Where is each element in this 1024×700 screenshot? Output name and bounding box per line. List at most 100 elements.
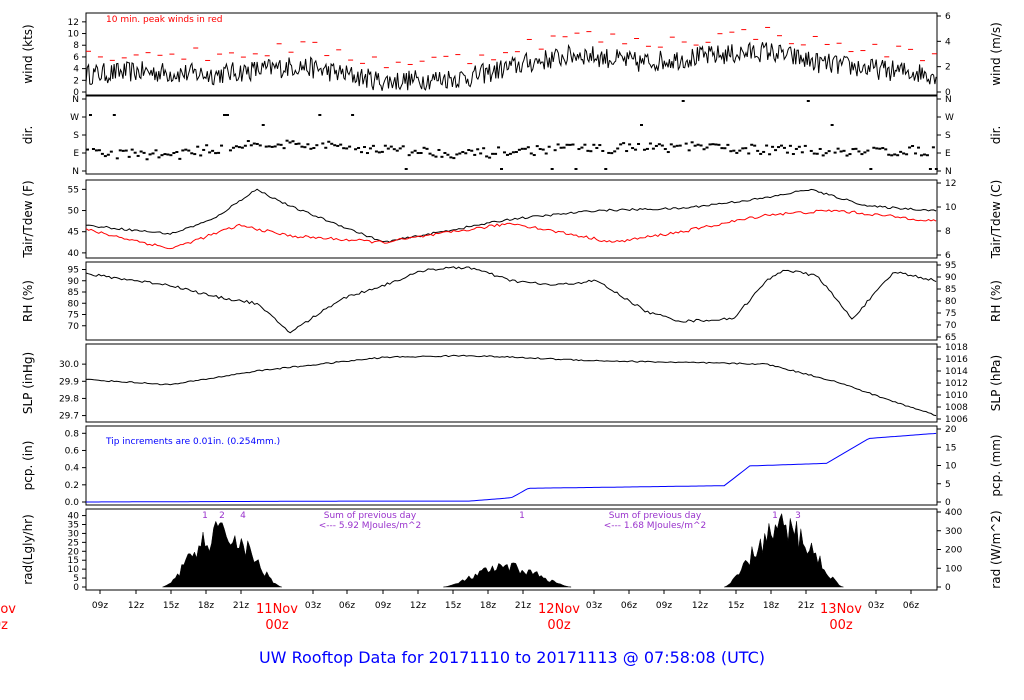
panel-frame-rh <box>85 261 938 341</box>
dir-point <box>255 142 259 145</box>
dir-point <box>669 143 673 146</box>
x-tick-label: 18z <box>198 601 214 611</box>
left-tick-label: 30 <box>68 529 80 539</box>
dir-point <box>875 147 879 150</box>
left-tick-label: 10 <box>68 565 80 575</box>
dir-point <box>526 146 530 149</box>
dir-point <box>303 146 307 149</box>
dir-point <box>261 124 265 126</box>
dir-point <box>237 146 241 149</box>
dir-point <box>884 148 888 151</box>
left-tick-label: W <box>70 113 79 123</box>
left-tick-label: 70 <box>68 322 80 332</box>
x-tick-label: 09z <box>375 601 391 611</box>
ylabel-left-slp: SLP (inHg) <box>21 352 35 414</box>
dir-point <box>473 153 477 156</box>
ylabel-left-rad: rad(Lgly/hr) <box>21 514 35 585</box>
dir-point <box>374 150 378 153</box>
day-label: 10Nov <box>0 602 16 617</box>
dir-point <box>214 152 218 155</box>
day-hour-label: 00z <box>829 618 853 633</box>
dir-point <box>494 152 498 155</box>
dir-point <box>240 146 244 149</box>
dir-point <box>312 146 316 149</box>
right-tick-label: 1018 <box>945 343 968 353</box>
ylabel-right-slp: SLP (hPa) <box>989 355 1003 411</box>
right-tick-label: S <box>945 131 951 141</box>
dir-point <box>127 155 131 158</box>
dir-point <box>225 114 229 116</box>
dir-point <box>193 153 197 156</box>
dir-point <box>863 151 867 154</box>
dir-point <box>589 150 593 153</box>
dir-point <box>470 149 474 152</box>
radiation-day-2 <box>443 562 572 588</box>
dir-point <box>345 147 349 150</box>
dir-point <box>812 152 816 155</box>
dir-point <box>145 158 149 161</box>
chart-title: UW Rooftop Data for 20171110 to 20171113… <box>258 648 766 667</box>
dir-point <box>628 143 632 146</box>
dir-point <box>905 153 909 156</box>
dir-point <box>928 168 932 170</box>
dir-point <box>142 151 146 154</box>
right-tick-label: 15 <box>945 443 956 453</box>
right-tick-label: 95 <box>945 261 956 271</box>
right-tick-label: 1016 <box>945 355 968 365</box>
dir-point <box>249 144 253 147</box>
series-wind <box>85 41 937 91</box>
dir-point <box>339 143 343 146</box>
dir-point <box>205 144 209 147</box>
dir-point <box>601 149 605 152</box>
ylabel-left-pcp: pcp. (in) <box>21 441 35 491</box>
dir-point <box>491 152 495 155</box>
dir-point <box>914 152 918 155</box>
right-tick-label: 70 <box>945 321 957 331</box>
left-tick-label: 0.6 <box>65 446 80 456</box>
rad-sum-label: Sum of previous day <box>324 511 417 521</box>
left-tick-label: 0.2 <box>65 481 79 491</box>
dir-point <box>896 154 900 157</box>
dir-point <box>934 168 938 170</box>
series-RH <box>85 266 937 334</box>
left-tick-label: 25 <box>68 538 79 548</box>
dir-point <box>800 151 804 154</box>
dir-point <box>553 149 557 152</box>
dir-point <box>583 143 587 146</box>
dir-point <box>476 148 480 151</box>
dir-point <box>711 143 715 146</box>
dir-point <box>779 144 783 147</box>
series-Tair <box>85 188 937 243</box>
dir-point <box>756 149 760 152</box>
dir-point <box>634 148 638 151</box>
dir-point <box>851 148 855 151</box>
dir-point <box>654 144 658 147</box>
dir-point <box>925 154 929 157</box>
dir-point <box>100 152 104 155</box>
dir-point <box>94 149 98 152</box>
dir-point <box>917 146 921 149</box>
dir-point <box>532 154 536 157</box>
dir-point <box>866 149 870 152</box>
dir-point <box>485 155 489 158</box>
right-tick-label: 10 <box>945 203 957 213</box>
dir-point <box>535 145 539 148</box>
dir-point <box>169 154 173 157</box>
left-tick-label: 4 <box>73 65 79 75</box>
dir-point <box>893 153 897 156</box>
dir-point <box>610 152 614 155</box>
dir-point <box>124 149 128 152</box>
x-tick-label: 18z <box>763 601 779 611</box>
day-hour-label: 00z <box>265 618 289 633</box>
dir-point <box>919 154 923 157</box>
dir-point <box>640 124 644 126</box>
x-tick-label: 18z <box>480 601 496 611</box>
dir-point <box>830 124 834 126</box>
dir-point <box>88 114 92 116</box>
dir-point <box>321 142 325 145</box>
dir-point <box>696 143 700 146</box>
dir-point <box>595 146 599 149</box>
panel-frame-slp <box>85 343 938 423</box>
day-label: 11Nov <box>256 602 298 617</box>
dir-point <box>136 154 140 157</box>
